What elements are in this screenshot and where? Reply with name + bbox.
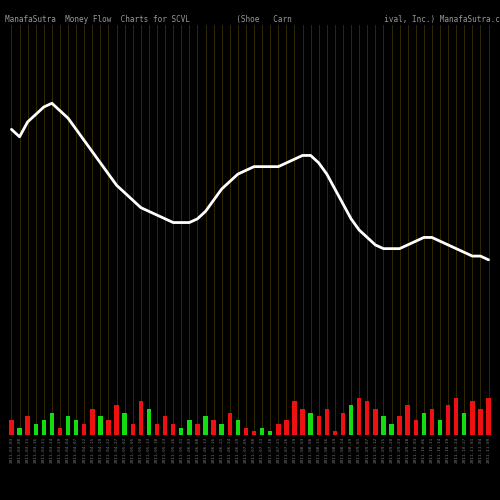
Bar: [195, 424, 200, 435]
Bar: [146, 409, 151, 435]
Bar: [398, 416, 402, 435]
Bar: [406, 405, 410, 435]
Bar: [58, 428, 62, 435]
Bar: [34, 424, 38, 435]
Bar: [357, 398, 362, 435]
Bar: [308, 412, 313, 435]
Bar: [268, 432, 272, 435]
Bar: [252, 432, 256, 435]
Bar: [390, 424, 394, 435]
Bar: [236, 420, 240, 435]
Bar: [74, 420, 78, 435]
Text: ManafaSutra  Money Flow  Charts for SCVL          (Shoe   Carn                  : ManafaSutra Money Flow Charts for SCVL (…: [5, 15, 500, 24]
Bar: [332, 432, 337, 435]
Bar: [276, 424, 280, 435]
Bar: [422, 412, 426, 435]
Bar: [220, 424, 224, 435]
Bar: [90, 409, 94, 435]
Bar: [50, 412, 54, 435]
Bar: [163, 416, 168, 435]
Bar: [114, 405, 119, 435]
Bar: [373, 409, 378, 435]
Bar: [228, 412, 232, 435]
Bar: [316, 416, 321, 435]
Bar: [155, 424, 159, 435]
Bar: [300, 409, 305, 435]
Bar: [18, 428, 22, 435]
Bar: [486, 398, 491, 435]
Bar: [260, 428, 264, 435]
Bar: [179, 428, 184, 435]
Bar: [414, 420, 418, 435]
Bar: [106, 420, 110, 435]
Bar: [324, 409, 329, 435]
Bar: [204, 416, 208, 435]
Bar: [244, 428, 248, 435]
Bar: [82, 424, 86, 435]
Bar: [26, 416, 30, 435]
Bar: [470, 402, 474, 435]
Bar: [9, 420, 14, 435]
Bar: [284, 420, 288, 435]
Bar: [381, 416, 386, 435]
Bar: [130, 424, 135, 435]
Bar: [212, 420, 216, 435]
Bar: [454, 398, 458, 435]
Bar: [138, 402, 143, 435]
Bar: [66, 416, 70, 435]
Bar: [430, 409, 434, 435]
Bar: [349, 405, 354, 435]
Bar: [122, 412, 127, 435]
Bar: [292, 402, 296, 435]
Bar: [98, 416, 102, 435]
Bar: [365, 402, 370, 435]
Bar: [341, 412, 345, 435]
Bar: [446, 405, 450, 435]
Bar: [187, 420, 192, 435]
Bar: [478, 409, 482, 435]
Bar: [42, 420, 46, 435]
Bar: [462, 412, 466, 435]
Bar: [171, 424, 175, 435]
Bar: [438, 420, 442, 435]
